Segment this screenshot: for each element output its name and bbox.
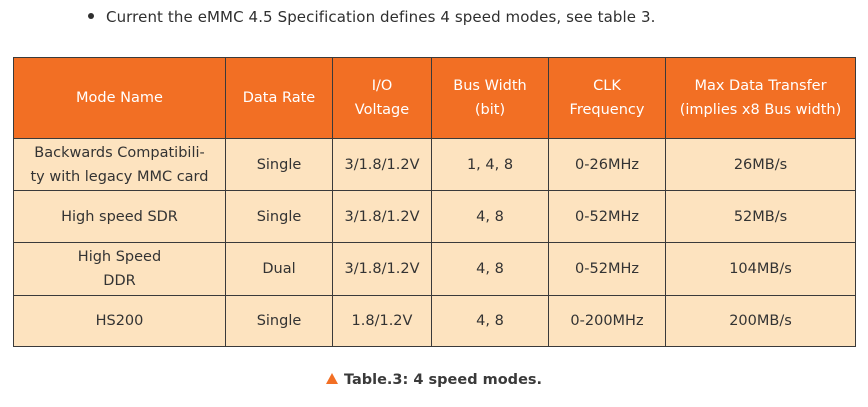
cell-max-transfer: 52MB/s: [665, 190, 856, 243]
header-bus-width: Bus Width (bit): [431, 57, 549, 139]
table-header-row: Mode Name Data Rate I/O Voltage Bus Widt…: [13, 57, 856, 139]
cell-mode-name: HS200: [13, 295, 226, 347]
cell-data-rate: Single: [225, 190, 333, 243]
caption-text: Table.3: 4 speed modes.: [343, 372, 543, 388]
cell-data-rate: Single: [225, 138, 333, 191]
header-max-data-transfer: Max Data Transfer (implies x8 Bus width): [665, 57, 856, 139]
speed-modes-table: Mode Name Data Rate I/O Voltage Bus Widt…: [13, 57, 856, 347]
cell-clk-frequency: 0-200MHz: [548, 295, 666, 347]
table-row: Backwards Compatibili- ty with legacy MM…: [13, 138, 856, 191]
cell-max-transfer: 104MB/s: [665, 242, 856, 296]
header-data-rate: Data Rate: [225, 57, 333, 139]
table-row: High Speed DDR Dual 3/1.8/1.2V 4, 8 0-52…: [13, 242, 856, 296]
cell-clk-frequency: 0-52MHz: [548, 190, 666, 243]
cell-data-rate: Dual: [225, 242, 333, 296]
cell-bus-width: 1, 4, 8: [431, 138, 549, 191]
cell-max-transfer: 200MB/s: [665, 295, 856, 347]
triangle-up-icon: [325, 373, 338, 384]
table-caption: Table.3: 4 speed modes.: [0, 372, 868, 388]
cell-clk-frequency: 0-26MHz: [548, 138, 666, 191]
header-clk-frequency: CLK Frequency: [548, 57, 666, 139]
cell-io-voltage: 3/1.8/1.2V: [332, 190, 432, 243]
table-row: High speed SDR Single 3/1.8/1.2V 4, 8 0-…: [13, 190, 856, 243]
cell-clk-frequency: 0-52MHz: [548, 242, 666, 296]
bullet-icon: [88, 12, 94, 19]
cell-mode-name: Backwards Compatibili- ty with legacy MM…: [13, 138, 226, 191]
cell-io-voltage: 3/1.8/1.2V: [332, 138, 432, 191]
intro-bullet: Current the eMMC 4.5 Specification defin…: [88, 8, 655, 26]
table-row: HS200 Single 1.8/1.2V 4, 8 0-200MHz 200M…: [13, 295, 856, 347]
intro-text: Current the eMMC 4.5 Specification defin…: [106, 8, 656, 26]
cell-data-rate: Single: [225, 295, 333, 347]
header-io-voltage: I/O Voltage: [332, 57, 432, 139]
cell-max-transfer: 26MB/s: [665, 138, 856, 191]
cell-bus-width: 4, 8: [431, 295, 549, 347]
cell-bus-width: 4, 8: [431, 242, 549, 296]
cell-mode-name: High Speed DDR: [13, 242, 226, 296]
cell-io-voltage: 1.8/1.2V: [332, 295, 432, 347]
cell-bus-width: 4, 8: [431, 190, 549, 243]
cell-io-voltage: 3/1.8/1.2V: [332, 242, 432, 296]
header-mode-name: Mode Name: [13, 57, 226, 139]
cell-mode-name: High speed SDR: [13, 190, 226, 243]
